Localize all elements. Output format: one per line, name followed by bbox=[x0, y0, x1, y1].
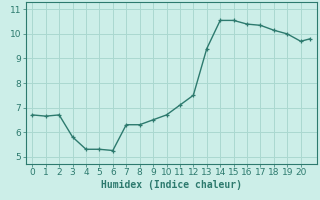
X-axis label: Humidex (Indice chaleur): Humidex (Indice chaleur) bbox=[101, 180, 242, 190]
